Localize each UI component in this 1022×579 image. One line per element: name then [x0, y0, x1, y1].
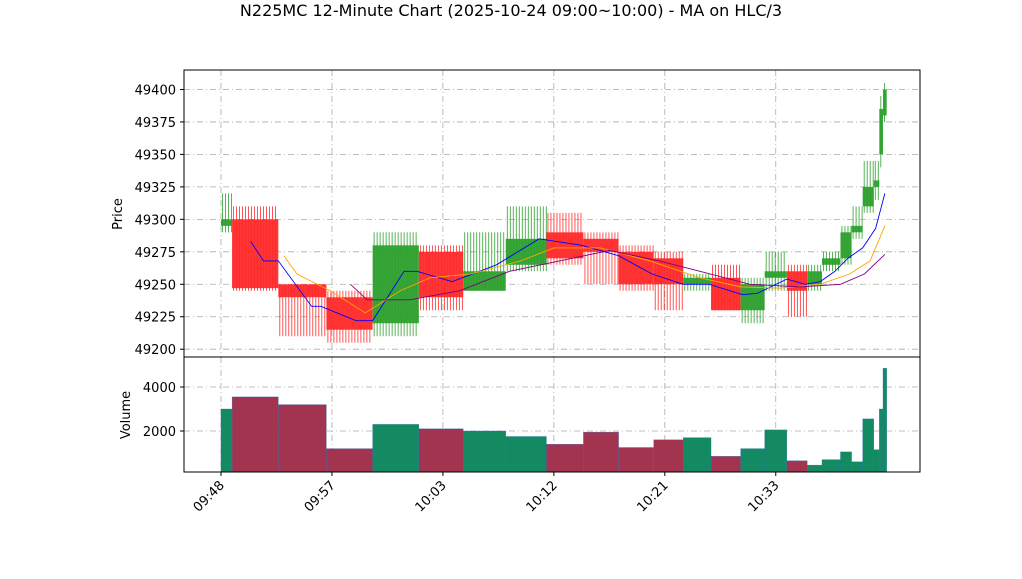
- volume-bar: [372, 424, 420, 472]
- ma-line: [250, 193, 886, 322]
- y-tick-label: 49300: [135, 213, 176, 228]
- y-tick-label: 49250: [135, 278, 176, 293]
- candle-body: [683, 277, 712, 285]
- candle-body: [618, 251, 654, 285]
- candle-body: [873, 180, 880, 187]
- x-tick-label: 10:12: [524, 478, 561, 515]
- candle-body: [883, 89, 887, 116]
- y-axis-label: Price: [111, 198, 126, 230]
- y-tick-label: 49400: [135, 83, 176, 98]
- ma-line: [350, 250, 886, 301]
- volume-bar: [862, 418, 874, 472]
- volume-panel: [184, 357, 920, 472]
- x-tick-label: 09:57: [302, 478, 339, 515]
- candle-body: [740, 284, 765, 311]
- volume-bar: [278, 404, 327, 472]
- volume-bar: [882, 368, 887, 472]
- candle-body: [278, 284, 327, 298]
- wick-group: [852, 206, 863, 239]
- candle-body: [583, 238, 619, 252]
- y-tick-label: 49375: [135, 116, 176, 131]
- y-tick-label: 4000: [143, 381, 176, 396]
- volume-bar: [740, 448, 765, 472]
- candle-body: [879, 108, 884, 155]
- candle-body: [220, 219, 233, 226]
- volume-bar: [220, 408, 233, 472]
- volume-bar: [618, 447, 654, 472]
- y-tick-label: 49200: [135, 343, 176, 358]
- volume-bar: [786, 460, 808, 472]
- candle-body: [786, 271, 808, 291]
- price-frame: [183, 69, 921, 358]
- volume-bar: [653, 439, 684, 472]
- wick-group: [222, 193, 232, 233]
- price-panel: [184, 70, 920, 357]
- candle-body: [505, 238, 547, 265]
- volume-bar: [505, 436, 547, 472]
- candle-body: [232, 219, 279, 289]
- y-tick-label: 49350: [135, 148, 176, 163]
- volume-bar: [463, 430, 506, 472]
- volume-bar: [821, 459, 841, 472]
- candle-body: [807, 271, 822, 285]
- candle-body: [821, 258, 841, 265]
- y-tick-label: 49325: [135, 181, 176, 196]
- ma-line: [283, 225, 886, 314]
- x-tick-label: 10:33: [745, 478, 782, 515]
- volume-bar: [231, 396, 279, 472]
- x-tick-label: 10:21: [635, 478, 672, 515]
- candle-body: [326, 297, 373, 330]
- volume-bar: [583, 431, 619, 472]
- volume-bar: [840, 451, 852, 472]
- volume-bar: [873, 449, 880, 472]
- candle-body: [764, 271, 787, 278]
- candle-body: [840, 232, 852, 259]
- chart-title: N225MC 12-Minute Chart (2025-10-24 09:00…: [240, 1, 782, 20]
- candle-body: [711, 277, 741, 311]
- volume-frame: [183, 356, 921, 473]
- y-tick-label: 2000: [143, 425, 176, 440]
- candle-body: [851, 225, 863, 233]
- candle-body: [862, 186, 874, 207]
- volume-bar: [807, 464, 823, 472]
- candle-body: [418, 251, 464, 298]
- y-tick-label: 49225: [135, 311, 176, 326]
- volume-bar: [418, 428, 464, 472]
- volume-bar: [683, 437, 712, 472]
- volume-bar: [764, 429, 788, 472]
- volume-bar: [326, 448, 373, 472]
- volume-axis-label: Volume: [119, 391, 134, 439]
- volume-bar: [710, 456, 741, 472]
- volume-bar: [851, 461, 863, 472]
- y-tick-label: 49275: [135, 246, 176, 261]
- candle-body: [653, 258, 684, 285]
- volume-bar: [879, 408, 884, 472]
- candle-body: [546, 232, 584, 259]
- x-tick-label: 10:03: [413, 478, 450, 515]
- x-tick-label: 09:48: [191, 478, 228, 515]
